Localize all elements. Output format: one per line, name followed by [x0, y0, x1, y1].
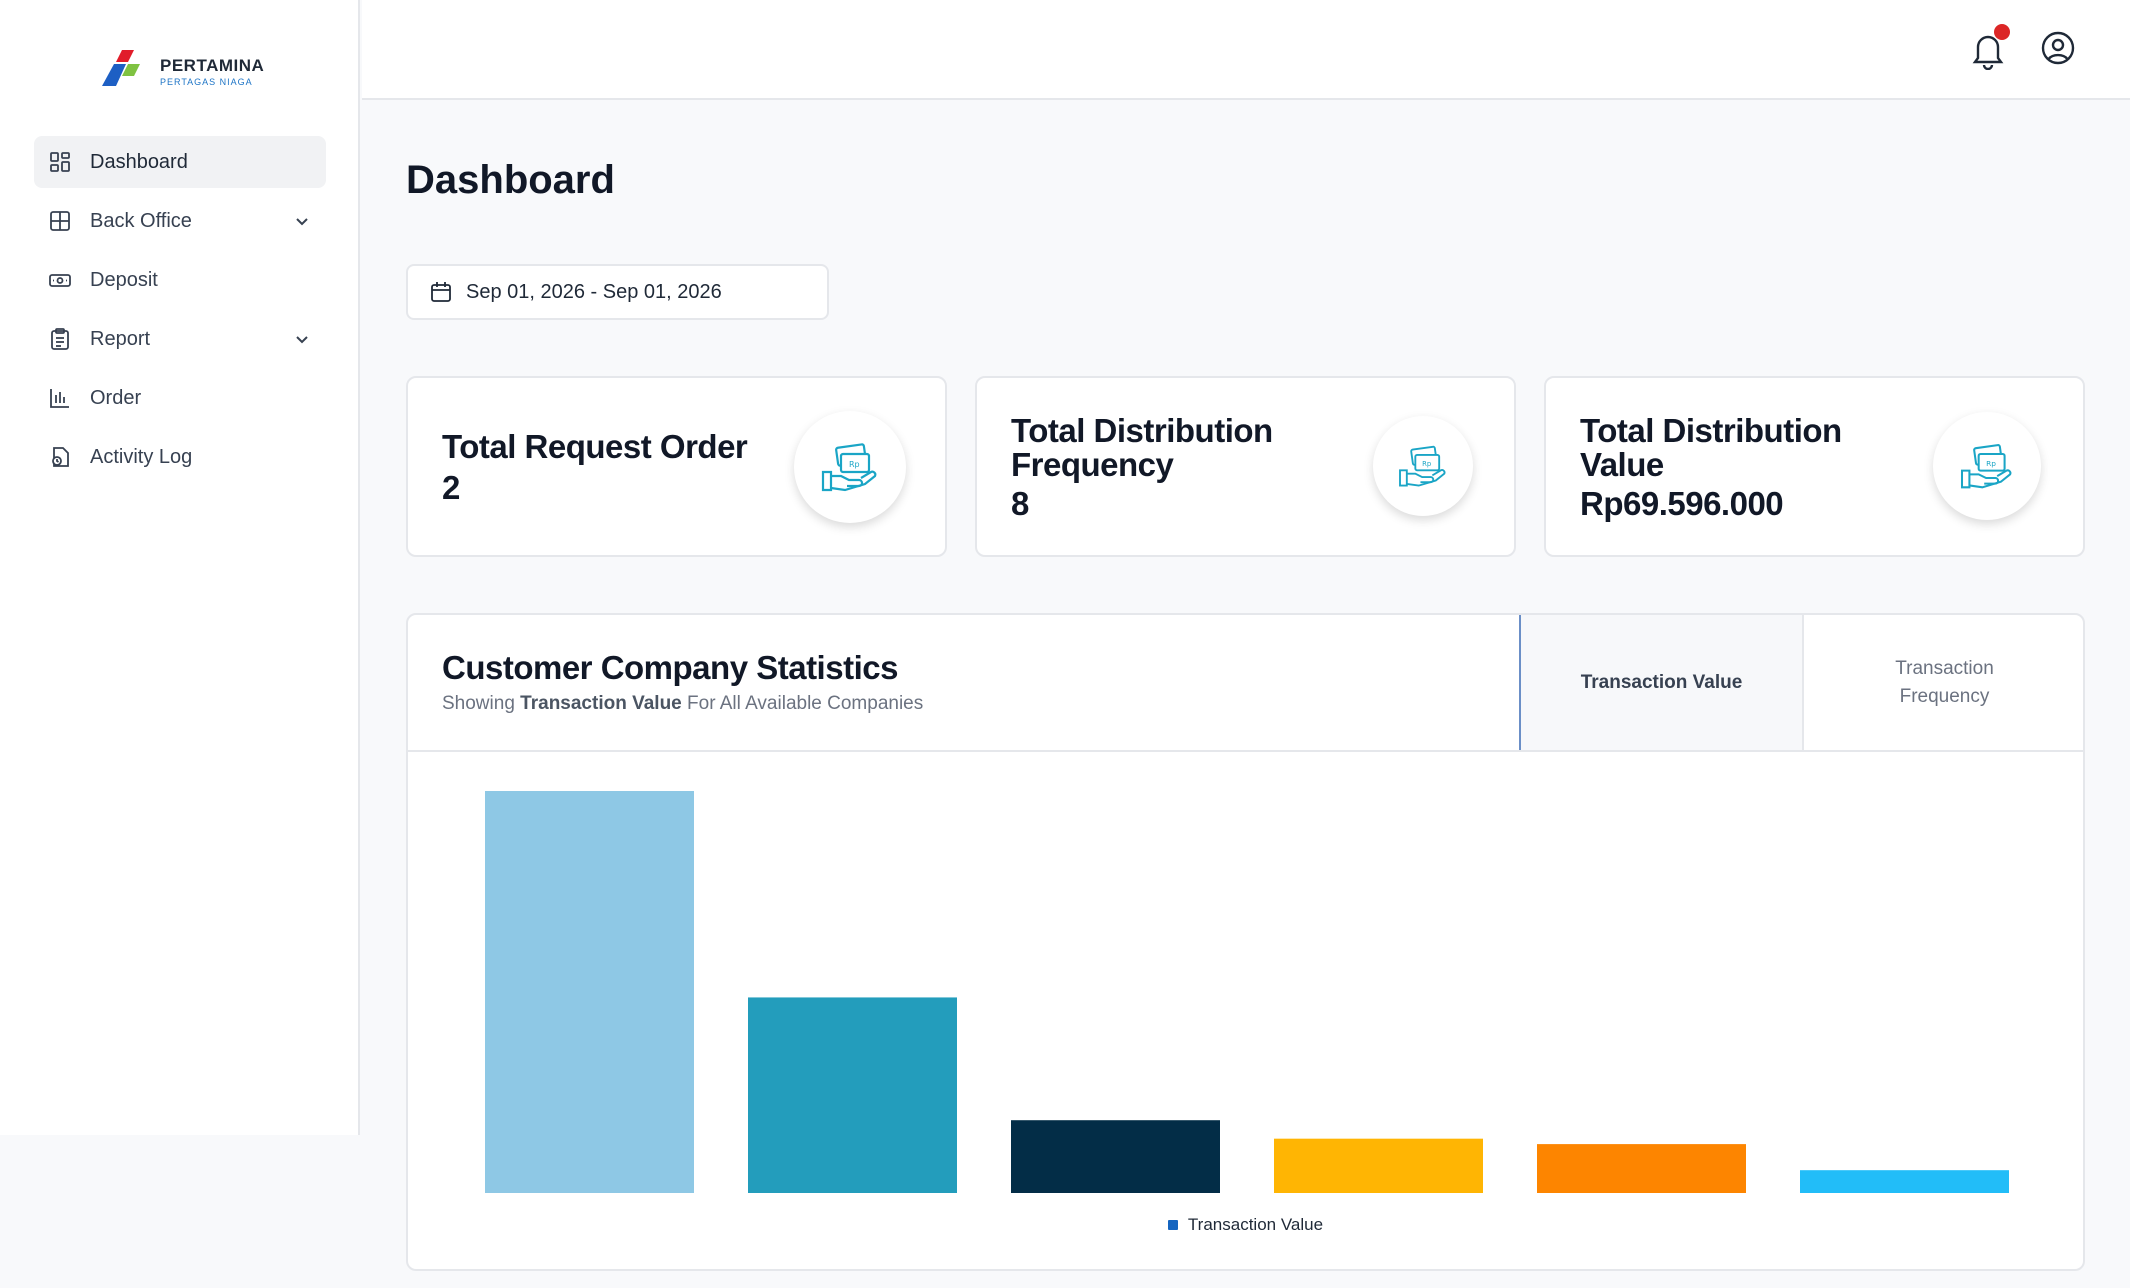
legend-label: Transaction Value [1187, 1215, 1324, 1234]
clipboard-icon [48, 327, 72, 351]
card-total-distribution-frequency: Total Distribution Frequency 8 Rp [975, 376, 1516, 557]
page-title: Dashboard [406, 158, 615, 202]
customer-company-statistics-panel: Customer Company Statistics Showing Tran… [406, 613, 2085, 1271]
money-hand-icon: Rp [1933, 412, 2041, 520]
panel-header: Customer Company Statistics Showing Tran… [408, 615, 2083, 752]
chart-bar[interactable] [1274, 1138, 1483, 1193]
chart-legend: Transaction Value [408, 1215, 2083, 1235]
notification-dot [1994, 24, 2010, 40]
sidebar-item-order[interactable]: Order [34, 372, 326, 424]
brand-logo[interactable]: PERTAMINA PERTAGAS NIAGA [100, 50, 264, 92]
sidebar-item-label: Deposit [90, 268, 158, 291]
subtitle-prefix: Showing [442, 693, 515, 714]
user-profile-icon[interactable] [2040, 30, 2076, 66]
sidebar-item-deposit[interactable]: Deposit [34, 254, 326, 306]
chevron-down-icon[interactable] [292, 211, 312, 231]
notification-bell-icon[interactable] [1970, 24, 2010, 71]
chart-bar[interactable] [1537, 1144, 1746, 1193]
chevron-down-icon[interactable] [292, 329, 312, 349]
sidebar-item-dashboard[interactable]: Dashboard [34, 136, 326, 188]
money-hand-icon: Rp [1373, 416, 1473, 516]
chart-bar[interactable] [1800, 1170, 2009, 1193]
sidebar-item-label: Activity Log [90, 445, 193, 468]
tab-transaction-frequency[interactable]: Transaction Frequency [1802, 615, 2083, 750]
cash-icon [48, 268, 72, 292]
card-total-request-order: Total Request Order 2 Rp [406, 376, 947, 557]
tab-label: Transaction Frequency [1895, 657, 1994, 707]
card-total-distribution-value: Total Distribution Value Rp69.596.000 Rp [1544, 376, 2085, 557]
svg-text:Rp: Rp [1986, 459, 1996, 468]
panel-title: Customer Company Statistics [442, 649, 898, 686]
money-hand-icon: Rp [794, 411, 906, 523]
svg-text:Rp: Rp [1422, 460, 1431, 468]
brand-name: PERTAMINA [160, 55, 265, 75]
sidebar-item-label: Dashboard [90, 150, 188, 173]
dashboard-grid-icon [48, 150, 72, 174]
card-value: 8 [1011, 485, 1029, 522]
subtitle-metric: Transaction Value [520, 693, 682, 714]
sidebar: PERTAMINA PERTAGAS NIAGA Dashboard Back … [0, 0, 360, 1135]
card-label: Total Distribution Value [1580, 412, 1842, 483]
pertamina-logo-icon [100, 50, 152, 92]
brand-subtitle: PERTAGAS NIAGA [160, 76, 253, 87]
card-label: Total Distribution Frequency [1011, 412, 1273, 483]
sidebar-item-label: Order [90, 386, 142, 409]
chart-bar[interactable] [748, 997, 957, 1193]
sidebar-item-label: Back Office [90, 209, 192, 232]
calendar-icon [431, 282, 451, 302]
bar-chart-icon [48, 386, 72, 410]
sidebar-item-report[interactable]: Report [34, 313, 326, 365]
sidebar-item-activity-log[interactable]: Activity Log [34, 431, 326, 483]
subtitle-suffix: For All Available Companies [687, 693, 924, 714]
sidebar-item-back-office[interactable]: Back Office [34, 195, 326, 247]
date-range-picker[interactable]: Sep 01, 2026 - Sep 01, 2026 [406, 264, 829, 320]
chart-bar[interactable] [485, 791, 694, 1193]
bar-chart [485, 791, 2009, 1193]
card-value: 2 [442, 469, 460, 506]
top-bar [362, 0, 2130, 100]
chart-bar[interactable] [1011, 1120, 1220, 1193]
card-label: Total Request Order [442, 428, 748, 465]
legend-swatch [1167, 1220, 1178, 1230]
table-grid-icon [48, 209, 72, 233]
sidebar-item-label: Report [90, 327, 151, 350]
tab-transaction-value[interactable]: Transaction Value [1519, 615, 1802, 750]
file-clock-icon [48, 445, 72, 469]
sidebar-nav: Dashboard Back Office Deposit [34, 136, 326, 490]
card-value: Rp69.596.000 [1580, 485, 1784, 522]
svg-text:Rp: Rp [849, 460, 860, 469]
panel-subtitle: Showing Transaction Value For All Availa… [442, 693, 923, 715]
date-range-value: Sep 01, 2026 - Sep 01, 2026 [466, 280, 722, 303]
